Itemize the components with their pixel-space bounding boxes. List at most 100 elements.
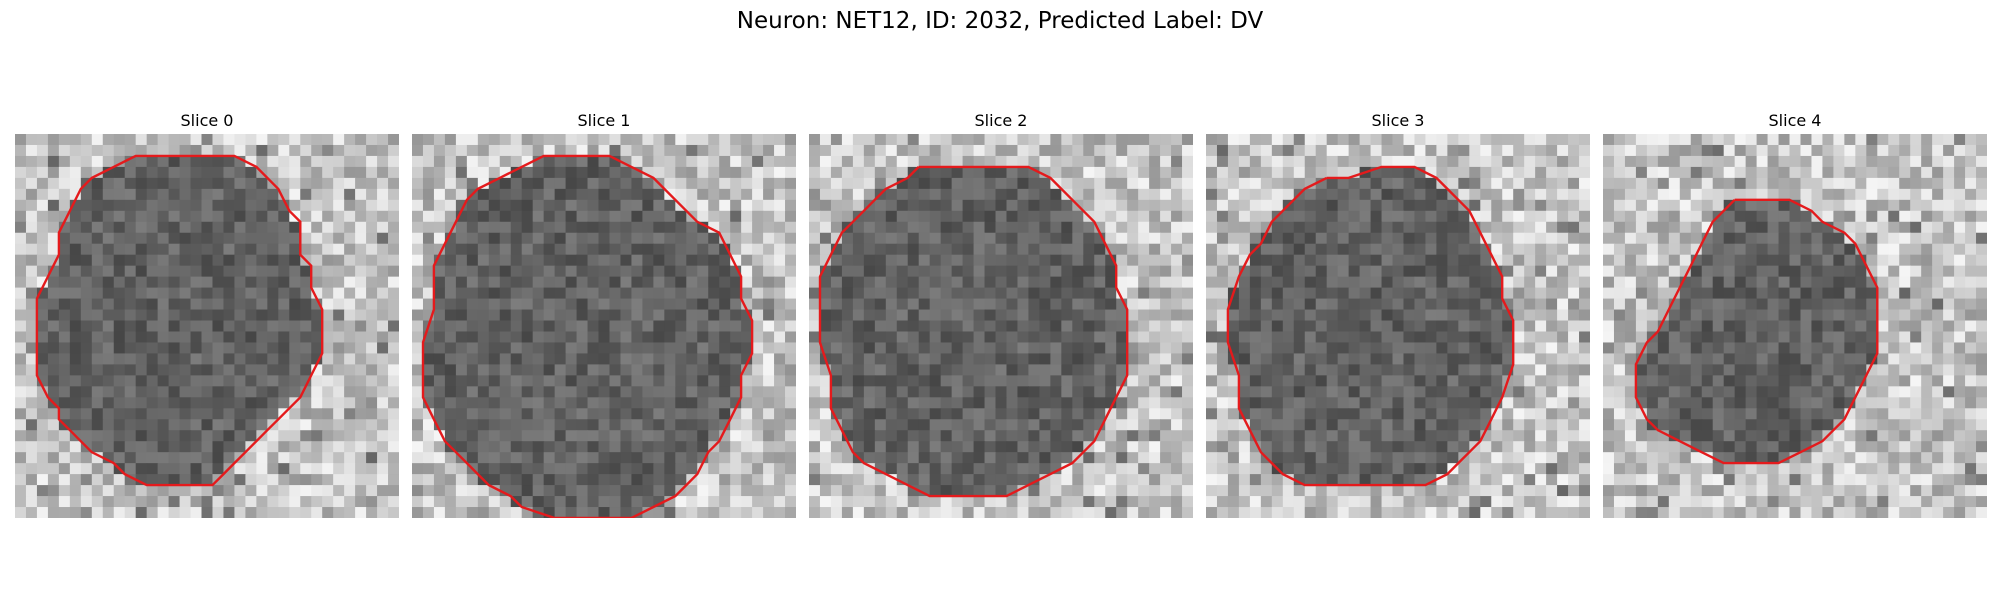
image-pixel bbox=[752, 309, 764, 322]
image-pixel bbox=[1227, 254, 1240, 267]
image-pixel bbox=[543, 342, 556, 355]
image-pixel bbox=[819, 364, 832, 376]
image-pixel bbox=[1568, 353, 1580, 365]
image-pixel bbox=[311, 463, 323, 475]
image-pixel bbox=[686, 298, 698, 311]
image-pixel bbox=[510, 441, 523, 453]
image-pixel bbox=[1778, 134, 1791, 146]
image-pixel bbox=[763, 364, 775, 376]
image-pixel bbox=[69, 364, 82, 376]
image-pixel bbox=[1359, 353, 1372, 365]
image-pixel bbox=[1337, 419, 1350, 431]
image-pixel bbox=[91, 364, 104, 376]
image-pixel bbox=[278, 441, 290, 453]
image-pixel bbox=[1337, 463, 1350, 475]
image-pixel bbox=[1447, 276, 1459, 289]
image-pixel bbox=[940, 199, 953, 212]
image-pixel bbox=[1160, 474, 1172, 486]
image-pixel bbox=[1965, 144, 1977, 157]
image-pixel bbox=[708, 419, 720, 431]
slice-title: Slice 3 bbox=[1371, 111, 1425, 130]
image-pixel bbox=[58, 188, 71, 201]
image-pixel bbox=[1282, 386, 1295, 398]
image-pixel bbox=[1138, 397, 1150, 409]
segmentation-contour bbox=[421, 154, 754, 518]
image-pixel bbox=[642, 342, 654, 355]
image-pixel bbox=[1206, 364, 1218, 376]
image-pixel bbox=[1149, 430, 1161, 442]
image-pixel bbox=[1469, 320, 1481, 333]
image-pixel bbox=[852, 155, 865, 168]
image-pixel bbox=[1083, 188, 1095, 201]
image-pixel bbox=[1403, 430, 1416, 442]
image-pixel bbox=[1282, 177, 1295, 190]
image-pixel bbox=[1206, 485, 1218, 497]
image-pixel bbox=[1304, 298, 1317, 311]
image-pixel bbox=[455, 144, 468, 157]
image-pixel bbox=[1050, 375, 1062, 387]
image-pixel bbox=[554, 155, 567, 168]
image-pixel bbox=[1921, 144, 1933, 157]
image-pixel bbox=[1370, 177, 1383, 190]
image-pixel bbox=[1381, 188, 1394, 201]
image-pixel bbox=[763, 507, 775, 518]
image-pixel bbox=[1469, 342, 1481, 355]
image-pixel bbox=[168, 474, 181, 486]
image-pixel bbox=[1524, 353, 1536, 365]
image-pixel bbox=[752, 507, 764, 518]
image-pixel bbox=[1171, 221, 1183, 234]
image-pixel bbox=[819, 144, 832, 157]
image-pixel bbox=[1094, 364, 1106, 376]
image-pixel bbox=[1293, 485, 1306, 497]
image-pixel bbox=[366, 166, 378, 179]
image-pixel bbox=[896, 188, 909, 201]
image-pixel bbox=[300, 485, 312, 497]
image-pixel bbox=[1105, 320, 1117, 333]
image-pixel bbox=[763, 408, 775, 420]
image-pixel bbox=[741, 221, 753, 234]
image-pixel bbox=[333, 485, 345, 497]
image-pixel bbox=[256, 265, 268, 278]
image-pixel bbox=[300, 331, 312, 344]
image-pixel bbox=[940, 134, 953, 146]
image-pixel bbox=[1017, 474, 1030, 486]
image-pixel bbox=[1579, 441, 1590, 453]
image-pixel bbox=[190, 243, 203, 256]
image-pixel bbox=[664, 134, 676, 146]
image-pixel bbox=[565, 408, 578, 420]
image-pixel bbox=[774, 199, 786, 212]
image-pixel bbox=[543, 474, 556, 486]
image-pixel bbox=[951, 386, 964, 398]
image-pixel bbox=[1083, 419, 1095, 431]
image-pixel bbox=[719, 243, 731, 256]
image-pixel bbox=[466, 177, 479, 190]
image-pixel bbox=[565, 463, 578, 475]
image-pixel bbox=[223, 485, 236, 497]
image-pixel bbox=[444, 408, 457, 420]
image-pixel bbox=[1458, 210, 1470, 223]
image-pixel bbox=[15, 134, 27, 146]
image-pixel bbox=[36, 353, 49, 365]
image-pixel bbox=[157, 134, 170, 146]
image-pixel bbox=[642, 386, 654, 398]
image-pixel bbox=[1326, 342, 1339, 355]
image-pixel bbox=[477, 408, 490, 420]
image-pixel bbox=[300, 276, 312, 289]
image-pixel bbox=[433, 287, 446, 300]
image-pixel bbox=[1160, 408, 1172, 420]
image-pixel bbox=[168, 408, 181, 420]
image-pixel bbox=[267, 375, 279, 387]
image-pixel bbox=[1436, 496, 1448, 508]
image-pixel bbox=[885, 419, 898, 431]
image-pixel bbox=[752, 430, 764, 442]
image-pixel bbox=[1105, 210, 1117, 223]
image-pixel bbox=[929, 298, 942, 311]
image-pixel bbox=[311, 375, 323, 387]
image-pixel bbox=[940, 331, 953, 344]
image-pixel bbox=[1359, 331, 1372, 344]
image-pixel bbox=[554, 298, 567, 311]
image-pixel bbox=[785, 199, 796, 212]
image-pixel bbox=[355, 342, 367, 355]
image-pixel bbox=[620, 221, 633, 234]
image-pixel bbox=[168, 144, 181, 157]
